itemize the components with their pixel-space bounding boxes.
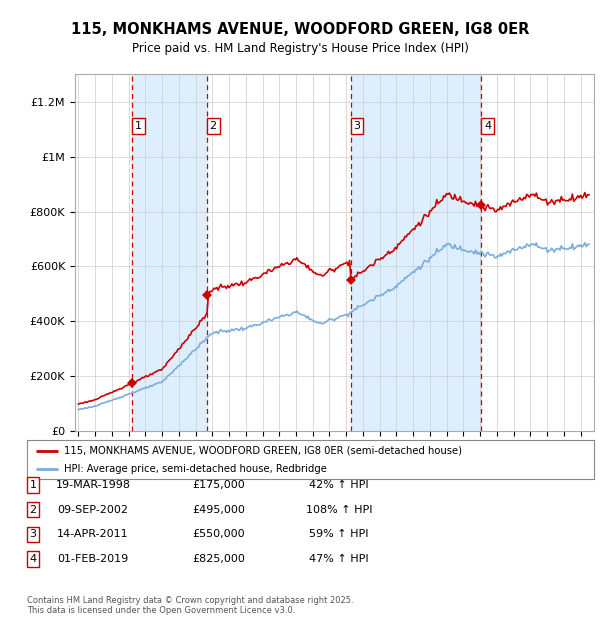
Text: 2: 2 [29,505,37,515]
Text: 1: 1 [135,121,142,131]
Text: 59% ↑ HPI: 59% ↑ HPI [309,529,369,539]
Text: 3: 3 [353,121,361,131]
Text: 19-MAR-1998: 19-MAR-1998 [56,480,131,490]
Text: 115, MONKHAMS AVENUE, WOODFORD GREEN, IG8 0ER: 115, MONKHAMS AVENUE, WOODFORD GREEN, IG… [71,22,529,37]
Text: 3: 3 [29,529,37,539]
Text: 09-SEP-2002: 09-SEP-2002 [58,505,128,515]
Text: 2: 2 [209,121,217,131]
Bar [351,74,481,431]
Text: Price paid vs. HM Land Registry's House Price Index (HPI): Price paid vs. HM Land Registry's House … [131,42,469,55]
Text: 14-APR-2011: 14-APR-2011 [57,529,129,539]
Text: £175,000: £175,000 [193,480,245,490]
Bar [132,74,207,431]
Text: 47% ↑ HPI: 47% ↑ HPI [309,554,369,564]
Text: 4: 4 [29,554,37,564]
Text: £825,000: £825,000 [193,554,245,564]
Text: 01-FEB-2019: 01-FEB-2019 [58,554,128,564]
Text: 42% ↑ HPI: 42% ↑ HPI [309,480,369,490]
Text: £495,000: £495,000 [193,505,245,515]
Text: 115, MONKHAMS AVENUE, WOODFORD GREEN, IG8 0ER (semi-detached house): 115, MONKHAMS AVENUE, WOODFORD GREEN, IG… [64,446,462,456]
Text: HPI: Average price, semi-detached house, Redbridge: HPI: Average price, semi-detached house,… [64,464,327,474]
Text: 108% ↑ HPI: 108% ↑ HPI [306,505,372,515]
Text: £550,000: £550,000 [193,529,245,539]
Text: Contains HM Land Registry data © Crown copyright and database right 2025.
This d: Contains HM Land Registry data © Crown c… [27,596,353,615]
Text: 1: 1 [29,480,37,490]
Text: 4: 4 [484,121,491,131]
